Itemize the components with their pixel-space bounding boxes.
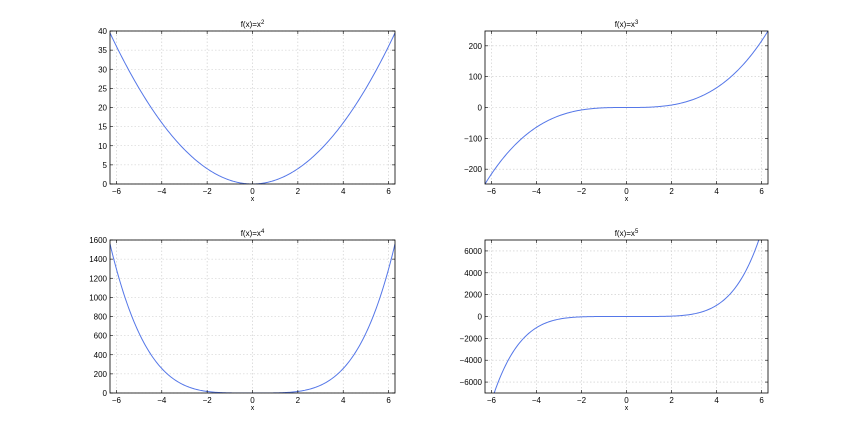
subplot-3: −6 −4 −2 0 2 4 6 0 200 400 600 800 1000 1200 1400 1600 x… xyxy=(89,229,396,412)
x-tick-label: 6 xyxy=(759,396,764,405)
x-tick-label: −6 xyxy=(112,187,122,196)
x-axis-label: x xyxy=(251,196,255,203)
y-tick-label: 400 xyxy=(94,351,108,360)
plot-title: f(x)=x3 xyxy=(615,20,639,29)
series-line xyxy=(485,31,768,184)
x-tick-label: −6 xyxy=(112,396,122,405)
y-tick-label: −6000 xyxy=(460,378,483,387)
x-axis-label: x xyxy=(625,196,629,203)
y-tick-label: 0 xyxy=(103,180,108,189)
x-tick-label: −4 xyxy=(157,187,167,196)
y-tick-label: 25 xyxy=(98,84,107,93)
y-tick-label: 6000 xyxy=(464,247,482,256)
y-tick-label: 5 xyxy=(103,161,108,170)
series-line xyxy=(110,243,395,393)
x-tick-label: 2 xyxy=(669,396,674,405)
y-tick-label: 2000 xyxy=(464,291,482,300)
y-tick-label: 35 xyxy=(98,46,107,55)
y-tick-label: 20 xyxy=(98,104,107,113)
x-tick-label: 6 xyxy=(386,187,391,196)
x-tick-label: −6 xyxy=(487,187,497,196)
subplot-4: −6 −4 −2 0 2 4 6 −6000 −4000 −2000 0 2000 4000 6000 x f… xyxy=(460,229,769,412)
x-tick-label: 4 xyxy=(341,396,346,405)
x-tick-label: −6 xyxy=(487,396,497,405)
x-tick-label: 0 xyxy=(250,187,255,196)
y-tick-label: 100 xyxy=(469,73,483,82)
x-tick-label: 4 xyxy=(714,396,719,405)
x-tick-label: −4 xyxy=(157,396,167,405)
x-tick-label: 2 xyxy=(669,187,674,196)
x-tick-label: 0 xyxy=(250,396,255,405)
y-tick-label: 10 xyxy=(98,142,107,151)
x-tick-label: 4 xyxy=(341,187,346,196)
x-axis-label: x xyxy=(251,405,255,412)
series-line xyxy=(110,32,395,184)
y-tick-label: 1200 xyxy=(89,274,107,283)
plot-title: f(x)=x4 xyxy=(241,229,265,238)
y-tick-label: 200 xyxy=(94,370,108,379)
y-tick-label: 1400 xyxy=(89,255,107,264)
subplot-2: −6 −4 −2 0 2 4 6 −200 −100 0 100 200 x f(x)=x3 xyxy=(464,20,769,203)
y-tick-label: −4000 xyxy=(460,356,483,365)
x-tick-label: −2 xyxy=(577,187,587,196)
y-tick-label: −200 xyxy=(464,165,483,174)
plot-title: f(x)=x5 xyxy=(615,229,639,238)
x-tick-label: 2 xyxy=(296,187,301,196)
y-tick-label: 0 xyxy=(478,104,483,113)
y-tick-label: 1600 xyxy=(89,236,107,245)
y-tick-label: 0 xyxy=(478,313,483,322)
x-tick-label: −4 xyxy=(532,187,542,196)
subplot-1: −6 −4 −2 0 2 4 6 0 5 10 15 20 25 30 35 40 x f(x)=x2 xyxy=(98,20,396,203)
series-line xyxy=(493,240,760,393)
y-tick-label: 40 xyxy=(98,27,107,36)
y-tick-label: −100 xyxy=(464,134,483,143)
y-tick-label: −2000 xyxy=(460,334,483,343)
x-tick-label: 4 xyxy=(714,187,719,196)
x-tick-label: 0 xyxy=(624,187,629,196)
x-tick-label: 6 xyxy=(386,396,391,405)
x-tick-label: 0 xyxy=(624,396,629,405)
y-tick-label: 30 xyxy=(98,65,107,74)
y-tick-label: 4000 xyxy=(464,269,482,278)
x-tick-label: −4 xyxy=(532,396,542,405)
y-tick-label: 0 xyxy=(103,389,108,398)
y-tick-label: 1000 xyxy=(89,293,107,302)
x-tick-label: −2 xyxy=(577,396,587,405)
x-tick-label: −2 xyxy=(203,187,213,196)
x-tick-label: 2 xyxy=(296,396,301,405)
y-tick-label: 15 xyxy=(98,123,107,132)
y-tick-label: 600 xyxy=(94,332,108,341)
x-tick-label: 6 xyxy=(759,187,764,196)
x-axis-label: x xyxy=(625,405,629,412)
y-tick-label: 200 xyxy=(469,42,483,51)
x-tick-label: −2 xyxy=(203,396,213,405)
plot-title: f(x)=x2 xyxy=(241,20,265,29)
y-tick-label: 800 xyxy=(94,313,108,322)
